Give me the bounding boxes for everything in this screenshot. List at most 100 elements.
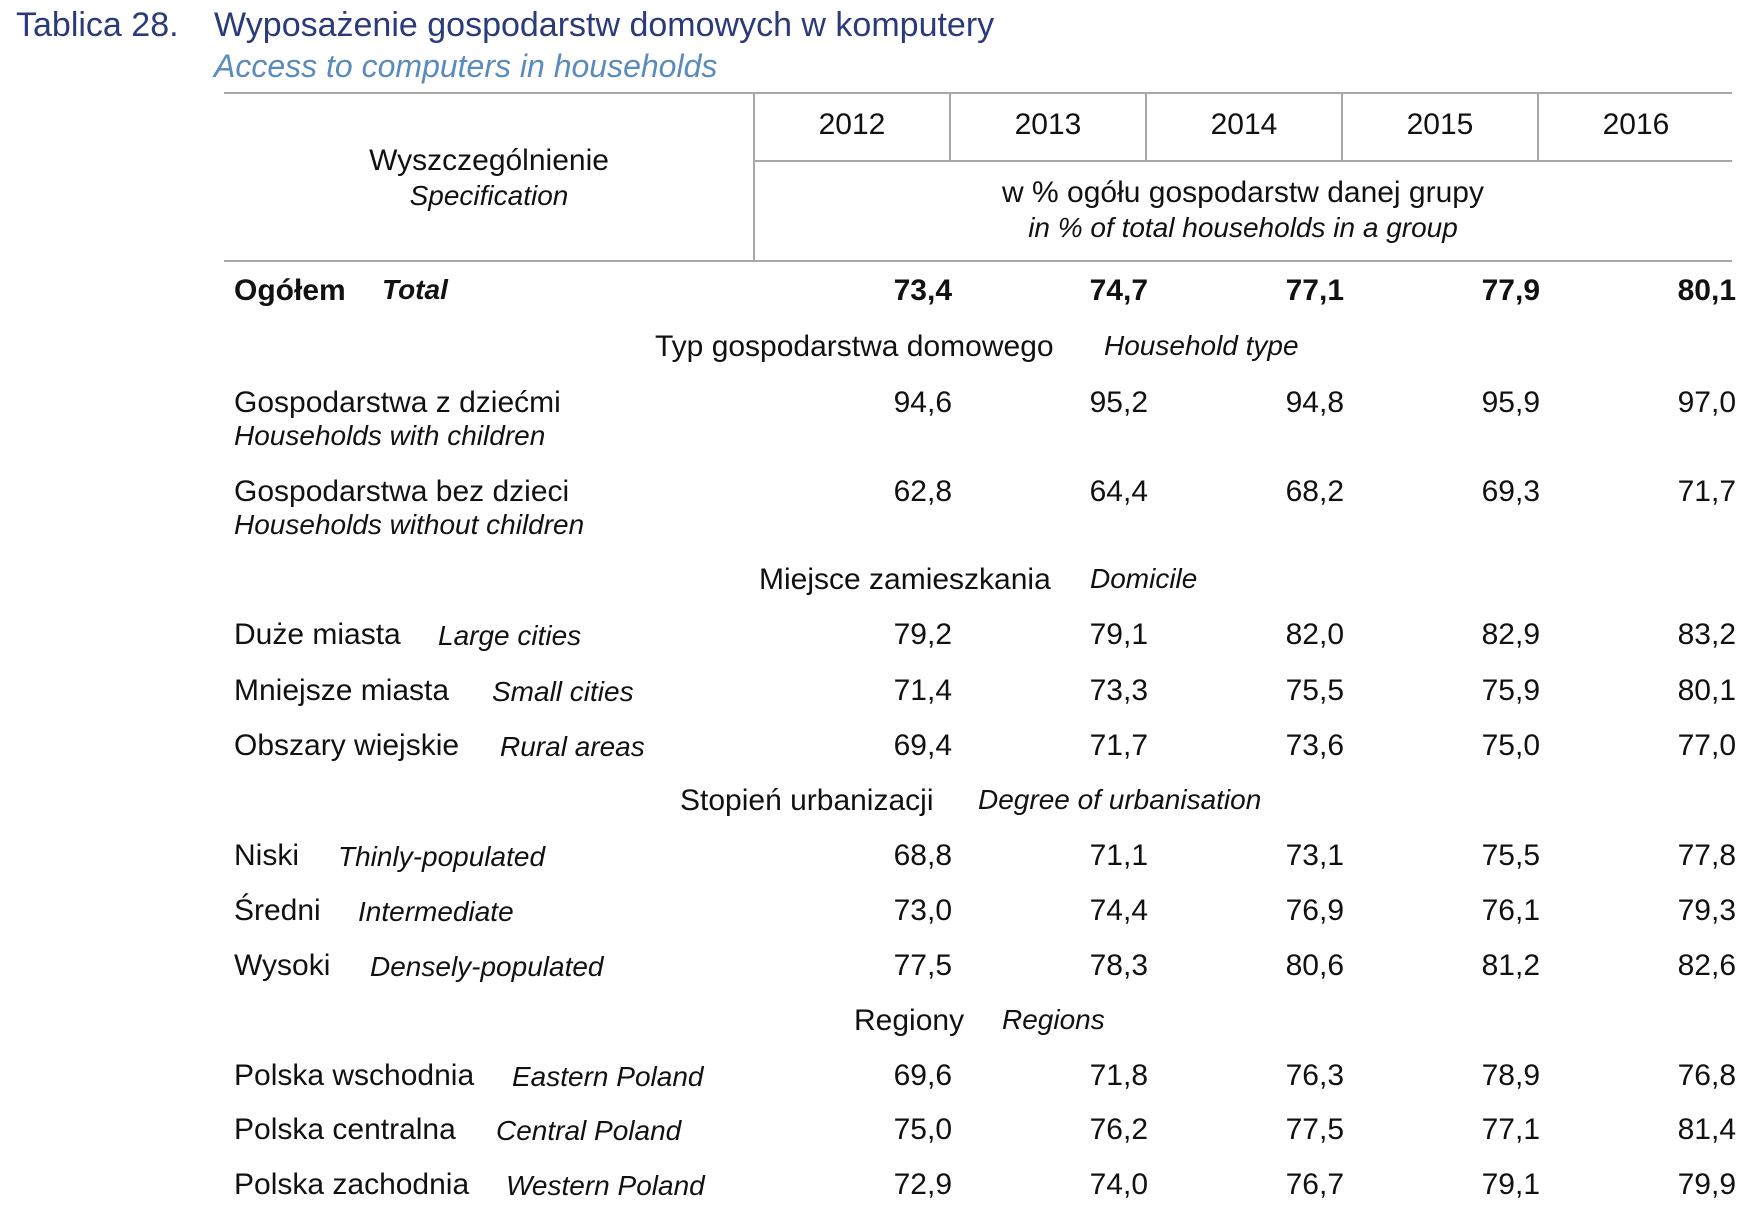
cell-value: 82,9 [1481, 618, 1540, 651]
cell-value: 95,2 [1089, 386, 1148, 419]
cell-value: 74,4 [1089, 894, 1148, 927]
row-label-english: Thinly-populated [338, 841, 546, 872]
row-label: Duże miasta [234, 618, 401, 651]
specification-label: Wyszczególnienie [369, 144, 609, 177]
unit-header: w % ogółu gospodarstw danej grupy in % o… [754, 176, 1732, 244]
cell-value: 75,5 [1481, 839, 1540, 872]
cell-value: 71,4 [893, 674, 952, 707]
cell-value: 71,7 [1677, 475, 1736, 508]
cell-value: 75,0 [1481, 729, 1540, 762]
cell-value: 77,5 [893, 949, 952, 982]
cell-value: 79,1 [1481, 1168, 1540, 1201]
row-label: Gospodarstwa z dziećmi [234, 386, 561, 419]
row-label: Polska zachodnia [234, 1168, 470, 1201]
cell-value: 73,1 [1285, 839, 1344, 872]
specification-label-english: Specification [409, 180, 569, 211]
cell-value: 80,1 [1677, 674, 1736, 707]
cell-value: 77,9 [1481, 274, 1540, 307]
cell-value: 74,0 [1089, 1168, 1148, 1201]
row-label: Polska centralna [234, 1113, 456, 1146]
cell-value: 71,7 [1089, 729, 1148, 762]
unit-label: w % ogółu gospodarstw danej grupy [1002, 176, 1484, 209]
cell-value: 75,9 [1481, 674, 1540, 707]
row-label-english: Central Poland [496, 1115, 682, 1146]
cell-value: 75,5 [1285, 674, 1344, 707]
cell-value: 94,8 [1285, 386, 1344, 419]
row-label: Wysoki [234, 949, 331, 982]
row-label-english: Households without children [234, 509, 585, 540]
row-label: Ogółem [234, 274, 346, 307]
cell-value: 81,2 [1481, 949, 1540, 982]
year-divider [1537, 92, 1539, 160]
cell-value: 69,4 [893, 729, 952, 762]
year-header: 2012 [818, 108, 886, 141]
row-label-english: Households with children [234, 420, 546, 451]
row-label-english: Intermediate [358, 896, 514, 927]
row-label-english: Rural areas [500, 731, 645, 762]
cell-value: 77,1 [1481, 1113, 1540, 1146]
cell-value: 82,0 [1285, 618, 1344, 651]
year-divider [1145, 92, 1147, 160]
table-number: Tablica 28. [16, 6, 179, 44]
cell-value: 77,5 [1285, 1113, 1344, 1146]
row-label: Gospodarstwa bez dzieci [234, 475, 570, 508]
section-heading-label-english: Regions [1002, 1004, 1105, 1035]
cell-value: 79,9 [1677, 1168, 1736, 1201]
row-label-english: Small cities [492, 676, 634, 707]
year-header: 2015 [1406, 108, 1474, 141]
cell-value: 69,6 [893, 1059, 952, 1092]
section-heading-label-english: Household type [1104, 330, 1299, 361]
cell-value: 68,2 [1285, 475, 1344, 508]
cell-value: 79,3 [1677, 894, 1736, 927]
year-header: 2013 [1014, 108, 1082, 141]
spec-divider [753, 92, 755, 262]
cell-value: 76,9 [1285, 894, 1344, 927]
cell-value: 80,6 [1285, 949, 1344, 982]
row-label: Polska wschodnia [234, 1059, 475, 1092]
cell-value: 77,0 [1677, 729, 1736, 762]
year-header: 2016 [1602, 108, 1670, 141]
year-divider [949, 92, 951, 160]
row-label: Niski [234, 839, 299, 872]
year-rule [754, 160, 1732, 162]
top-rule [224, 92, 1732, 94]
cell-value: 68,8 [893, 839, 952, 872]
header-bottom-rule [224, 260, 1732, 262]
cell-value: 74,7 [1089, 274, 1148, 307]
row-label: Średni [234, 894, 321, 927]
section-heading-label-english: Domicile [1090, 563, 1198, 594]
cell-value: 78,9 [1481, 1059, 1540, 1092]
cell-value: 76,3 [1285, 1059, 1344, 1092]
cell-value: 73,3 [1089, 674, 1148, 707]
cell-value: 69,3 [1481, 475, 1540, 508]
cell-value: 83,2 [1677, 618, 1736, 651]
cell-value: 77,8 [1677, 839, 1736, 872]
cell-value: 76,2 [1089, 1113, 1148, 1146]
cell-value: 77,1 [1285, 274, 1344, 307]
cell-value: 73,0 [893, 894, 952, 927]
cell-value: 76,8 [1677, 1059, 1736, 1092]
cell-value: 78,3 [1089, 949, 1148, 982]
section-heading-label-english: Degree of urbanisation [978, 784, 1262, 815]
cell-value: 79,1 [1089, 618, 1148, 651]
cell-value: 95,9 [1481, 386, 1540, 419]
cell-value: 73,4 [893, 274, 952, 307]
section-heading-label: Typ gospodarstwa domowego [655, 330, 1054, 363]
cell-value: 76,7 [1285, 1168, 1344, 1201]
year-header: 2014 [1210, 108, 1278, 141]
cell-value: 71,1 [1089, 839, 1148, 872]
row-label-english: Total [382, 274, 448, 305]
cell-value: 80,1 [1677, 274, 1736, 307]
table-title-english: Access to computers in households [214, 48, 718, 84]
cell-value: 72,9 [893, 1168, 952, 1201]
cell-value: 79,2 [893, 618, 952, 651]
section-heading-label: Regiony [854, 1004, 965, 1037]
year-divider [1341, 92, 1343, 160]
row-label-english: Eastern Poland [512, 1061, 704, 1092]
cell-value: 75,0 [893, 1113, 952, 1146]
specification-header: Wyszczególnienie Specification [224, 92, 754, 260]
cell-value: 82,6 [1677, 949, 1736, 982]
cell-value: 62,8 [893, 475, 952, 508]
row-label-english: Large cities [438, 620, 582, 651]
row-label-english: Western Poland [506, 1170, 705, 1201]
